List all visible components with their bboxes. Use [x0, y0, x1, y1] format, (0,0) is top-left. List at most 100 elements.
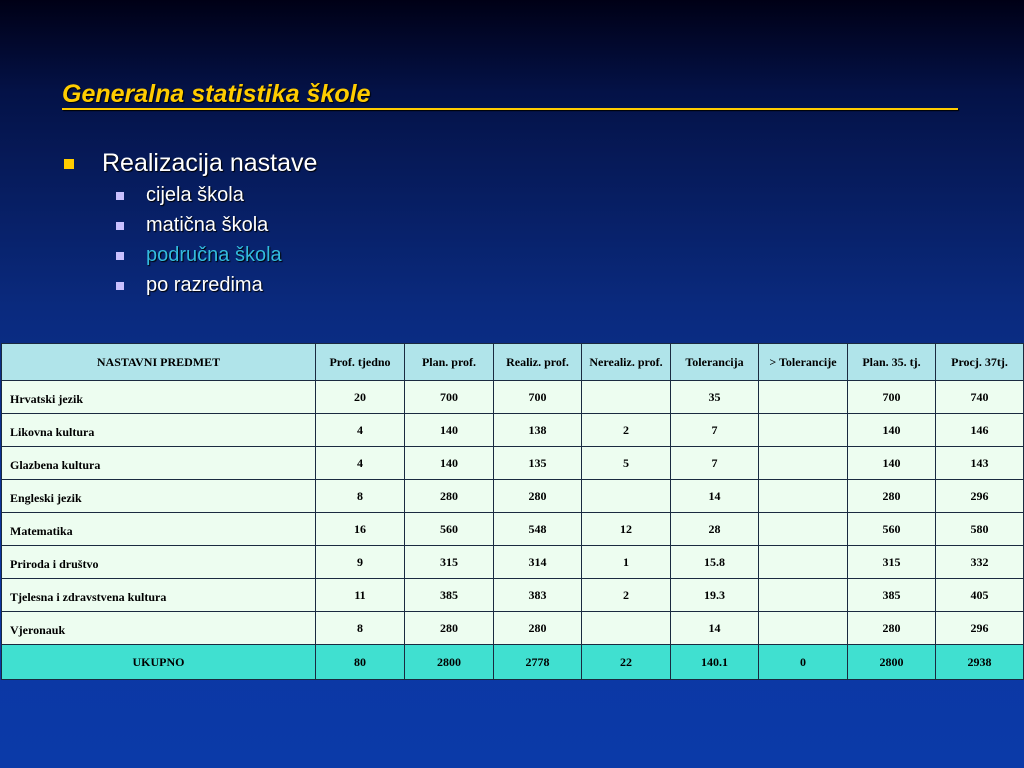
table-cell: 15.8: [670, 545, 759, 579]
table-cell: 280: [847, 479, 936, 513]
table-cell: 700: [847, 380, 936, 414]
table-cell: 548: [493, 512, 582, 546]
table-cell: Matematika: [1, 512, 316, 546]
table-cell: 146: [935, 413, 1024, 447]
sub-bullet-label: matična škola: [146, 214, 269, 236]
sub-bullet-square-icon: [116, 282, 124, 290]
table-cell: 1: [581, 545, 671, 579]
table-cell: 5: [581, 446, 671, 480]
table-cell: 560: [847, 512, 936, 546]
total-label: UKUPNO: [1, 644, 316, 680]
column-header: Plan. prof.: [404, 343, 494, 381]
column-header: Realiz. prof.: [493, 343, 582, 381]
table-row: Likovna kultura 4 140 138 2 7 140 146: [1, 413, 1024, 447]
table-cell: 12: [581, 512, 671, 546]
table-cell: 140: [847, 446, 936, 480]
table-cell: Glazbena kultura: [1, 446, 316, 480]
column-header: Nerealiz. prof.: [581, 343, 671, 381]
sub-bullet-maticna-skola: matična škola: [102, 210, 317, 240]
table-cell: 19.3: [670, 578, 759, 612]
table-cell: [758, 413, 848, 447]
table-cell: 140: [847, 413, 936, 447]
table-cell: 8: [315, 611, 405, 645]
sub-bullet-po-razredima: po razredima: [102, 270, 317, 300]
table-cell: 280: [404, 611, 494, 645]
sub-bullet-list: cijela škola matična škola područna škol…: [102, 180, 317, 300]
bullet-label: Realizacija nastave: [102, 149, 318, 177]
table-cell: [581, 380, 671, 414]
table-cell: 2: [581, 578, 671, 612]
bullet-realizacija: Realizacija nastave cijela škola matična…: [62, 146, 317, 300]
table-cell: 7: [670, 413, 759, 447]
sub-bullet-podrucna-skola[interactable]: područna škola: [102, 240, 317, 270]
table-cell: 28: [670, 512, 759, 546]
table-cell: Engleski jezik: [1, 479, 316, 513]
table-cell: 700: [404, 380, 494, 414]
table-row: Engleski jezik 8 280 280 14 280 296: [1, 479, 1024, 513]
column-header: Procj. 37tj.: [935, 343, 1024, 381]
table-cell: 14: [670, 611, 759, 645]
column-header: Prof. tjedno: [315, 343, 405, 381]
table-cell: 560: [404, 512, 494, 546]
table-row: Hrvatski jezik 20 700 700 35 700 740: [1, 380, 1024, 414]
table-cell: 8: [315, 479, 405, 513]
table-row: Tjelesna i zdravstvena kultura 11 385 38…: [1, 578, 1024, 612]
sub-bullet-square-icon: [116, 192, 124, 200]
sub-bullet-cijela-skola: cijela škola: [102, 180, 317, 210]
column-header: > Tolerancije: [758, 343, 848, 381]
bullet-list: Realizacija nastave cijela škola matična…: [62, 146, 317, 300]
table-cell: 9: [315, 545, 405, 579]
table-cell: 296: [935, 479, 1024, 513]
sub-bullet-link-label[interactable]: područna škola: [146, 244, 282, 266]
table-cell: 2: [581, 413, 671, 447]
table-header-row: NASTAVNI PREDMET Prof. tjedno Plan. prof…: [1, 343, 1024, 381]
table-cell: [581, 479, 671, 513]
table-cell: 280: [404, 479, 494, 513]
column-header: Plan. 35. tj.: [847, 343, 936, 381]
table-cell: 280: [493, 611, 582, 645]
column-header: Tolerancija: [670, 343, 759, 381]
sub-bullet-label: po razredima: [146, 274, 263, 296]
table-cell: Priroda i društvo: [1, 545, 316, 579]
table-cell: 11: [315, 578, 405, 612]
table-cell: 135: [493, 446, 582, 480]
total-cell: 140.1: [670, 644, 759, 680]
table-row: Vjeronauk 8 280 280 14 280 296: [1, 611, 1024, 645]
table-cell: 280: [847, 611, 936, 645]
table-cell: 296: [935, 611, 1024, 645]
table-cell: 138: [493, 413, 582, 447]
table-cell: 580: [935, 512, 1024, 546]
table-cell: [758, 611, 848, 645]
total-cell: 0: [758, 644, 848, 680]
table-cell: 740: [935, 380, 1024, 414]
table-row: Matematika 16 560 548 12 28 560 580: [1, 512, 1024, 546]
bullet-square-icon: [64, 159, 74, 169]
table-cell: 143: [935, 446, 1024, 480]
table-cell: 385: [404, 578, 494, 612]
table-cell: [758, 479, 848, 513]
table-cell: 405: [935, 578, 1024, 612]
table-cell: 4: [315, 413, 405, 447]
table-cell: 20: [315, 380, 405, 414]
table-cell: Hrvatski jezik: [1, 380, 316, 414]
table-cell: 315: [404, 545, 494, 579]
table-cell: 332: [935, 545, 1024, 579]
table-cell: [758, 380, 848, 414]
table-row: Priroda i društvo 9 315 314 1 15.8 315 3…: [1, 545, 1024, 579]
total-cell: 80: [315, 644, 405, 680]
table-cell: 315: [847, 545, 936, 579]
table-cell: 35: [670, 380, 759, 414]
table-cell: 14: [670, 479, 759, 513]
table-cell: Likovna kultura: [1, 413, 316, 447]
slide-title: Generalna statistika škole: [62, 80, 371, 108]
title-underline: [62, 108, 958, 110]
table-cell: 385: [847, 578, 936, 612]
table-cell: Tjelesna i zdravstvena kultura: [1, 578, 316, 612]
sub-bullet-label: cijela škola: [146, 184, 244, 206]
table-row: Glazbena kultura 4 140 135 5 7 140 143: [1, 446, 1024, 480]
table-cell: 383: [493, 578, 582, 612]
total-cell: 2800: [847, 644, 936, 680]
sub-bullet-square-icon: [116, 252, 124, 260]
table-cell: [758, 545, 848, 579]
table-cell: Vjeronauk: [1, 611, 316, 645]
